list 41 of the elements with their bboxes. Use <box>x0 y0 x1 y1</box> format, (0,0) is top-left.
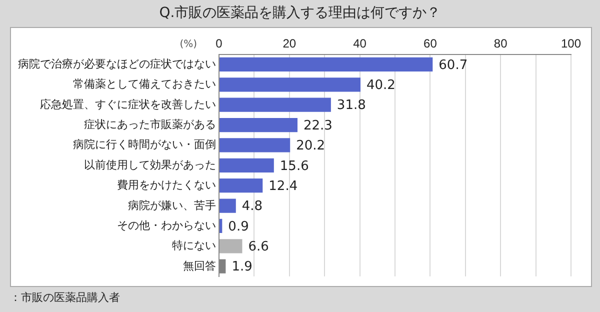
y-tick-label: 無回答 <box>183 260 216 272</box>
bar <box>220 158 274 172</box>
data-label: 0.9 <box>228 219 249 234</box>
bar <box>220 218 222 234</box>
x-tick-label: 40 <box>353 36 367 51</box>
data-label: 20.2 <box>296 138 326 154</box>
text: ：市販の医薬品購入者 <box>10 290 120 305</box>
x-tick-label: 100 <box>560 36 582 51</box>
chart-title: Q.市販の医薬品を購入する理由は何ですか？ <box>158 4 442 22</box>
y-tick-label: 病院で治療が必要なほどの症状ではない <box>18 58 216 71</box>
y-tick-label: 応急処置、すぐに症状を改善したい <box>40 98 216 111</box>
bar <box>220 198 236 213</box>
data-label: 12.4 <box>268 178 298 194</box>
y-tick-label: 費用をかけたくない <box>117 178 216 192</box>
x-tick-label: 0 <box>216 36 223 51</box>
y-tick-label: 以前使用して効果があった <box>84 158 216 172</box>
bar <box>220 138 290 152</box>
y-tick-label: 病院に行く時間がない・面倒 <box>73 138 216 152</box>
data-label: 31.8 <box>336 98 366 114</box>
data-label: 4.8 <box>242 199 263 214</box>
bar <box>220 57 433 72</box>
x-tick-label: 60 <box>424 36 438 51</box>
bar <box>220 78 361 92</box>
y-tick-label: その他・わからない <box>117 220 216 232</box>
x-tick-label: 20 <box>282 36 296 51</box>
data-label: 40.2 <box>366 78 396 94</box>
bar <box>220 98 331 112</box>
data-label: 60.7 <box>438 58 468 73</box>
bar <box>220 118 298 132</box>
data-label: 15.6 <box>280 158 309 174</box>
data-label: 1.9 <box>232 260 252 275</box>
data-label: 6.6 <box>248 240 269 254</box>
x-tick-label: 80 <box>494 36 508 51</box>
x-axis-title: (%) <box>180 38 198 50</box>
bar <box>220 239 242 254</box>
y-tick-label: 病院が嫌い、苦手 <box>128 198 216 212</box>
bar <box>220 178 263 193</box>
y-tick-label: 常備薬として備えておきたい <box>73 78 216 91</box>
y-tick-label: 特にない <box>172 240 216 252</box>
y-tick-label: 症状にあった市販薬がある <box>84 118 216 132</box>
data-label: 22.3 <box>303 118 332 134</box>
